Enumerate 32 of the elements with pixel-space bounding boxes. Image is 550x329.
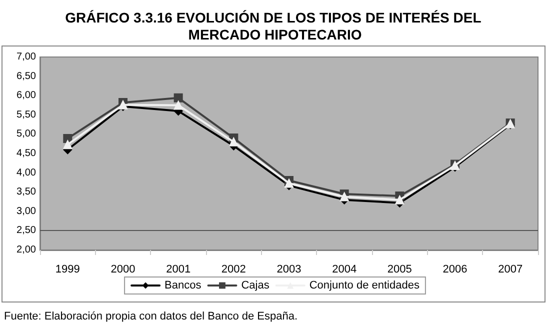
x-tick-label: 2007 [498,264,523,276]
y-tick-label: 4,00 [16,167,36,178]
point [174,93,183,102]
y-tick-label: 6,50 [16,70,36,82]
y-tick-label: 2,50 [16,225,36,236]
y-tick-label: 4,50 [16,148,36,159]
x-tick-label: 2004 [332,264,357,276]
x-tick-label: 2002 [221,264,246,276]
legend-label: Bancos [164,280,202,292]
x-tick-label: 2005 [387,264,412,276]
y-tick-label: 6,00 [16,90,36,102]
y-tick-label: 3,00 [16,206,36,217]
x-tick-label: 1999 [55,264,80,276]
x-tick-label: 2006 [442,264,468,276]
x-tick-label: 2001 [166,264,191,276]
y-tick-label: 3,50 [16,186,36,198]
y-tick-label: 5,00 [16,128,36,140]
point [229,137,238,146]
source-note: Fuente: Elaboración propia con datos del Banco de España. [4,310,298,322]
point [340,192,349,202]
legend-label: Conjunto de entidades [309,280,420,292]
y-tick-label: 5,50 [16,109,36,120]
point [63,140,72,150]
y-tick-label: 2,00 [16,244,36,256]
point [174,100,183,110]
point [395,195,404,204]
x-tick-label: 2000 [110,264,136,276]
point [284,178,294,188]
legend-label: Cajas [241,280,270,292]
y-tick-label: 7,00 [16,52,36,62]
x-tick-label: 2003 [276,264,302,276]
chart-title: GRÁFICO 3.3.16 EVOLUCIÓN DE LOS TIPOS DE INTERÉS DEL MERCADO HIPOTECARIO [65,10,485,42]
